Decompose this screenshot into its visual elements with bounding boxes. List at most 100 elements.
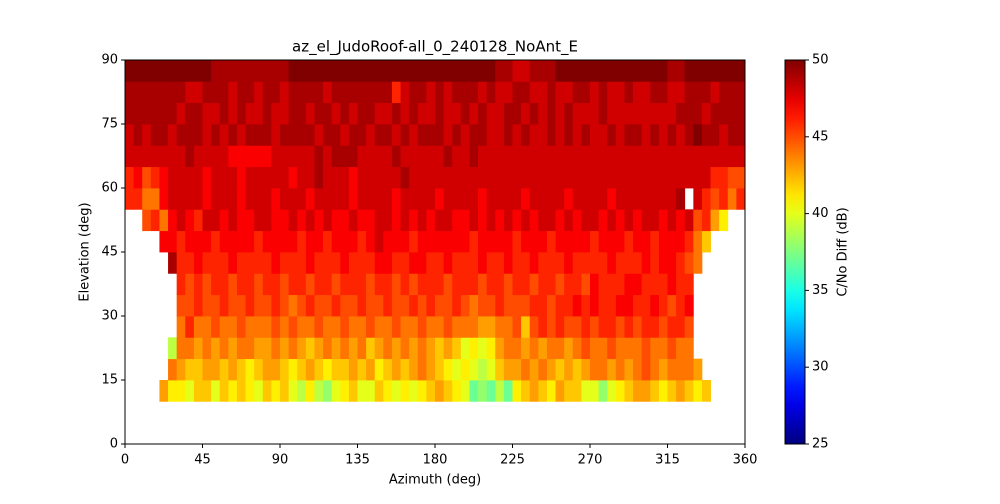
heat-cell [133, 60, 143, 82]
heat-cell [228, 188, 238, 210]
heat-cell [633, 209, 643, 232]
heat-cell [409, 316, 419, 338]
heat-cell [331, 252, 341, 274]
heat-cell [607, 166, 617, 189]
heat-cell [512, 230, 522, 253]
heat-cell [590, 294, 600, 317]
heat-cell [478, 81, 488, 104]
heat-cell [176, 230, 186, 253]
heat-cell [357, 188, 367, 210]
heat-cell [366, 294, 376, 317]
heat-cell [529, 273, 539, 296]
heat-cell [469, 102, 479, 125]
heat-cell [236, 358, 246, 381]
heat-cell [546, 188, 556, 210]
heat-cell [667, 188, 677, 210]
heat-cell [323, 337, 333, 360]
heat-cell [684, 124, 694, 146]
heat-cell [684, 230, 694, 253]
heat-cell [650, 145, 660, 168]
heat-cell [667, 81, 677, 104]
heat-cell [228, 166, 238, 189]
heat-cell [150, 166, 160, 189]
heat-cell [262, 60, 272, 82]
heat-cell [581, 337, 591, 360]
heat-cell [348, 166, 358, 189]
heat-cell [228, 316, 238, 338]
heat-cell [503, 337, 513, 360]
heat-cell [374, 60, 384, 82]
heat-cell [168, 337, 178, 360]
y-tick-label: 45 [101, 245, 118, 260]
heat-cell [478, 316, 488, 338]
heat-cell [435, 316, 445, 338]
heat-cell [202, 273, 212, 296]
heat-cell [357, 102, 367, 125]
heat-cell [383, 124, 393, 146]
heat-cell [676, 294, 686, 317]
heat-cell [417, 273, 427, 296]
heat-cell [297, 60, 307, 82]
heat-cell [572, 358, 582, 381]
heat-cell [641, 230, 651, 253]
heat-cell [503, 102, 513, 125]
heat-cell [236, 252, 246, 274]
heat-cell [297, 358, 307, 381]
heat-cell [150, 188, 160, 210]
heat-cell [150, 60, 160, 82]
heat-cell [185, 102, 195, 125]
heat-cell [391, 166, 401, 189]
heat-cell [340, 81, 350, 104]
heat-cell [236, 102, 246, 125]
heat-cell [658, 316, 668, 338]
heat-cell [529, 380, 539, 402]
heat-cell [314, 230, 324, 253]
heat-cell [262, 166, 272, 189]
heat-cell [478, 60, 488, 82]
heat-cell [452, 230, 462, 253]
heat-cell [383, 102, 393, 125]
heat-cell [521, 60, 531, 82]
heat-cell [297, 294, 307, 317]
heat-cell [262, 230, 272, 253]
heat-cell [348, 358, 358, 381]
heat-cell [693, 166, 703, 189]
heat-cell [219, 102, 229, 125]
heat-cell [219, 358, 229, 381]
heat-cell [391, 316, 401, 338]
heat-cell [624, 273, 634, 296]
heat-cell [521, 294, 531, 317]
heat-cell [684, 358, 694, 381]
heat-cell [366, 230, 376, 253]
heat-cell [546, 380, 556, 402]
heat-cell [400, 252, 410, 274]
heat-cell [193, 380, 203, 402]
heat-cell [271, 145, 281, 168]
heat-cell [667, 380, 677, 402]
chart-title: az_el_JudoRoof-all_0_240128_NoAnt_E [292, 38, 578, 57]
heat-cell [701, 124, 711, 146]
heat-cell [615, 209, 625, 232]
heat-cell [228, 209, 238, 232]
heat-cell [150, 145, 160, 168]
heat-cell [323, 358, 333, 381]
heat-cell [426, 102, 436, 125]
heat-cell [555, 252, 565, 274]
heat-cell [236, 316, 246, 338]
heat-cell [641, 124, 651, 146]
heat-cell [383, 145, 393, 168]
heat-cell [701, 166, 711, 189]
heat-cell [443, 273, 453, 296]
heat-cell [719, 60, 729, 82]
heat-cell [409, 124, 419, 146]
heat-cell [305, 294, 315, 317]
heat-cell [443, 337, 453, 360]
heat-cell [452, 358, 462, 381]
heat-cell [727, 81, 737, 104]
heat-cell [409, 252, 419, 274]
heat-cell [598, 230, 608, 253]
heat-cell [650, 60, 660, 82]
heat-cell [693, 102, 703, 125]
heat-cell [391, 209, 401, 232]
